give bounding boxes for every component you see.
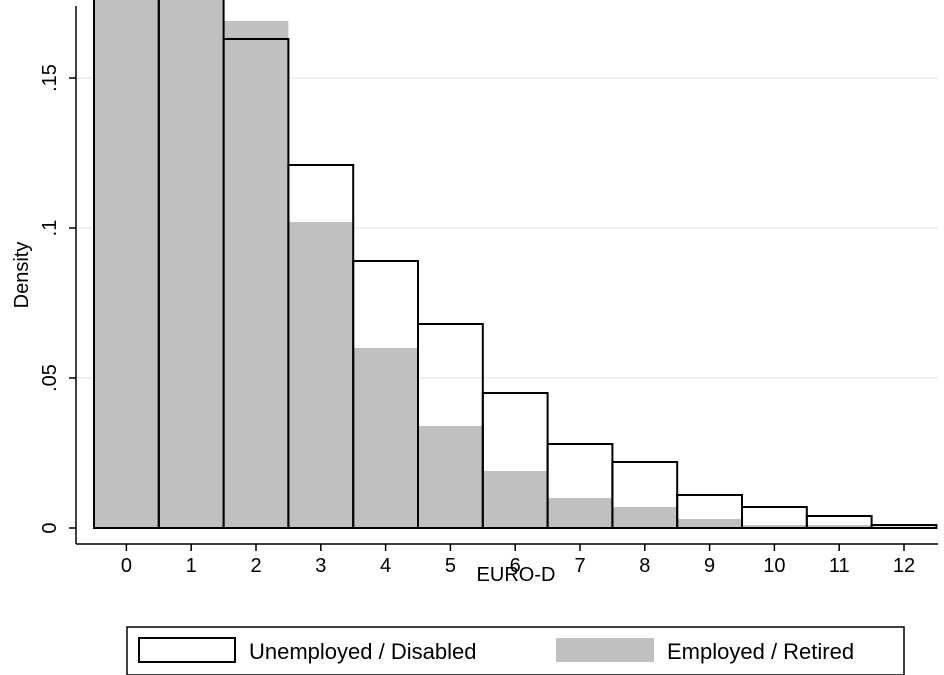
bar-unemployed-disabled-10 (741, 506, 808, 529)
y-ticks: 0.05.1.15.2.25.3 (39, 64, 76, 534)
bar-unemployed-disabled-11 (805, 515, 873, 529)
y-axis-title: Density (11, 242, 33, 309)
bar-employed-retired-10 (742, 525, 807, 528)
y-tick-label: .1 (39, 220, 61, 237)
x-tick-label: 11 (829, 555, 850, 577)
y-tick-label: .15 (39, 64, 61, 92)
x-tick-label: 0 (121, 555, 132, 577)
bar-employed-retired-11 (806, 525, 872, 528)
legend-label-employed-retired: Employed / Retired (667, 639, 854, 664)
bar-employed-retired-7 (547, 498, 613, 528)
x-tick-label: 5 (445, 555, 456, 577)
legend-swatch-unemployed-disabled (138, 637, 236, 663)
axes (75, 6, 938, 545)
bar-employed-retired-9 (677, 519, 742, 528)
bar-employed-retired-4 (353, 348, 418, 528)
employed-retired-bars (94, 0, 937, 528)
x-ticks: 0 1 2 3 4 5 6 7 8 9 10 11 12 (121, 544, 915, 577)
bar-employed-retired-5 (418, 426, 483, 528)
x-tick-label: 1 (186, 555, 197, 577)
bar-employed-retired-0 (94, 0, 159, 528)
x-tick-label: 4 (380, 555, 391, 577)
bar-employed-retired-2 (223, 21, 289, 528)
x-tick-label: 9 (704, 555, 715, 577)
legend-frame (126, 626, 905, 675)
x-tick-label: 8 (639, 555, 650, 577)
x-tick-label: 7 (574, 555, 585, 577)
x-tick-label: 10 (763, 555, 785, 577)
x-tick-label: 3 (315, 555, 326, 577)
bar-employed-retired-8 (612, 507, 678, 528)
x-tick-label: 6 (510, 555, 521, 577)
y-tick-label: 0 (39, 522, 61, 533)
y-tick-label: .05 (39, 364, 61, 392)
x-tick-label: 12 (893, 555, 915, 577)
x-tick-label: 2 (250, 555, 261, 577)
legend-swatch-employed-retired (556, 638, 654, 662)
bar-unemployed-disabled-12 (870, 524, 938, 529)
bar-employed-retired-3 (288, 222, 354, 528)
x-axis-title: EURO-D (477, 564, 556, 586)
legend-label-unemployed-disabled: Unemployed / Disabled (249, 639, 476, 664)
unemployed-disabled-bars (93, 0, 938, 529)
bar-employed-retired-1 (158, 0, 224, 528)
bar-employed-retired-6 (482, 471, 548, 528)
legend: Unemployed / Disabled Employed / Retired (126, 626, 905, 675)
